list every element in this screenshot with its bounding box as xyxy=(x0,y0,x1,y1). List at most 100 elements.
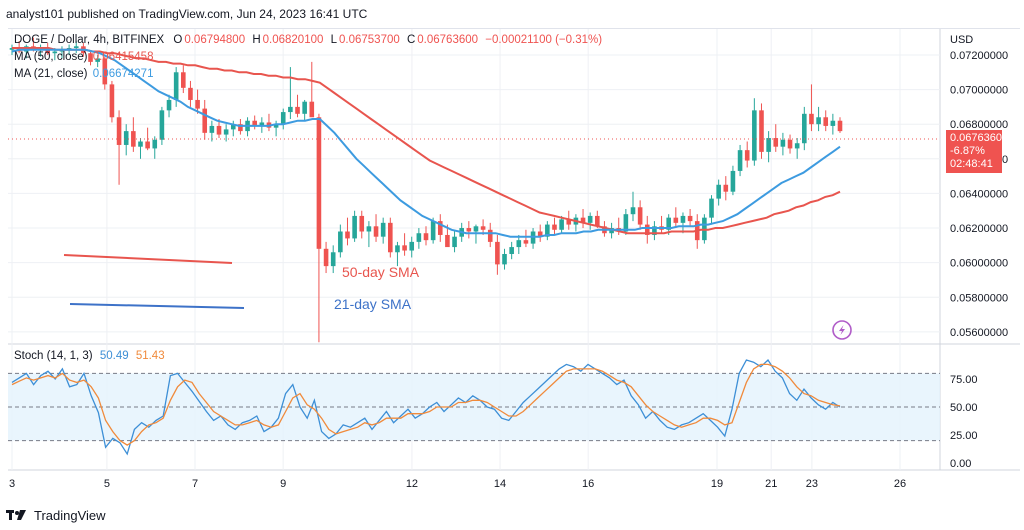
candle xyxy=(466,221,472,239)
stoch-tick-label: 25.00 xyxy=(950,430,978,442)
moving-averages xyxy=(11,47,841,238)
price-axis: 0.072000000.070000000.068000000.06600000… xyxy=(950,50,1008,339)
time-tick-label: 19 xyxy=(711,478,723,490)
chart-svg[interactable]: 0.072000000.070000000.068000000.06600000… xyxy=(8,29,1020,501)
candle xyxy=(388,217,393,258)
candle xyxy=(716,179,721,206)
candle xyxy=(380,217,386,244)
candle xyxy=(338,224,343,258)
price-tick-label: 0.06800000 xyxy=(950,119,1008,131)
candle xyxy=(637,200,643,230)
ma50-legend: MA (50, close) 0.06415458 xyxy=(14,51,153,63)
time-tick-label: 5 xyxy=(104,478,110,490)
candle xyxy=(109,80,115,123)
ma21-legend: MA (21, close) 0.06674271 xyxy=(14,68,153,80)
time-tick-label: 26 xyxy=(894,478,906,490)
stoch-d-line xyxy=(11,363,841,446)
lightning-icon[interactable] xyxy=(832,320,852,340)
candle xyxy=(423,226,429,246)
symbol-name: DOGE / Dollar, 4h, BITFINEX xyxy=(14,34,165,46)
sma50-annotation-line xyxy=(63,254,233,264)
high-label: H xyxy=(252,34,261,46)
candle xyxy=(309,61,315,118)
price-tick-label: 0.06000000 xyxy=(950,258,1008,270)
price-tick-label: 0.05600000 xyxy=(950,327,1008,339)
publish-line: analyst101 published on TradingView.com,… xyxy=(6,7,368,21)
low-value: 0.06753700 xyxy=(339,34,400,46)
ma21-value: 0.06674271 xyxy=(92,68,154,80)
candle xyxy=(737,144,743,177)
candle xyxy=(402,233,407,256)
low-label: L xyxy=(330,34,337,46)
stoch-k-value: 50.49 xyxy=(99,350,129,362)
high-value: 0.06820100 xyxy=(262,34,324,46)
stoch-tick-label: 75.00 xyxy=(950,374,978,386)
time-tick-label: 3 xyxy=(9,478,15,490)
candle xyxy=(587,212,593,230)
candle xyxy=(794,138,800,159)
candle xyxy=(623,209,629,235)
candle xyxy=(345,217,350,246)
candle xyxy=(116,110,122,185)
candles xyxy=(9,37,843,343)
sma21-annotation-line xyxy=(69,303,245,309)
stoch-k-line xyxy=(11,358,841,456)
candle xyxy=(687,209,693,227)
candle xyxy=(730,165,736,196)
candle xyxy=(580,209,586,229)
candle xyxy=(88,51,93,66)
candle xyxy=(744,141,750,168)
footer-brand[interactable]: TradingView xyxy=(34,507,106,523)
candle xyxy=(102,56,108,90)
stoch-lines xyxy=(11,358,841,456)
price-tick-label: 0.05800000 xyxy=(950,292,1008,304)
price-tick-label: 0.06400000 xyxy=(950,188,1008,200)
candle xyxy=(752,98,757,166)
candle xyxy=(280,108,286,130)
change-value: −0.00021100 (−0.31%) xyxy=(485,34,603,46)
candle xyxy=(723,176,729,201)
candle xyxy=(659,215,664,234)
candle xyxy=(773,124,779,152)
last-price: 0.06763600 xyxy=(950,132,1009,144)
candle xyxy=(145,127,150,151)
time-tick-label: 7 xyxy=(192,478,198,490)
time-tick-label: 9 xyxy=(280,478,286,490)
candle xyxy=(573,214,579,232)
candle xyxy=(202,99,208,140)
symbol-legend: DOGE / Dollar, 4h, BITFINEX O 0.06794800 … xyxy=(14,34,602,46)
candle xyxy=(73,41,79,54)
stoch-axis: 75.00 50.00 25.00 0.00 xyxy=(950,374,978,470)
candle xyxy=(830,113,836,135)
candle xyxy=(295,94,300,118)
stoch-label: Stoch (14, 1, 3) xyxy=(14,350,93,362)
candle xyxy=(188,80,193,107)
candle xyxy=(288,67,293,119)
candle xyxy=(537,224,543,242)
candle xyxy=(809,84,814,132)
time-tick-label: 16 xyxy=(582,478,594,490)
candle xyxy=(523,229,529,248)
candle xyxy=(181,65,186,94)
time-axis: 3 5 7 9 12 14 16 19 21 23 26 xyxy=(9,478,906,490)
candle xyxy=(759,103,764,159)
candle xyxy=(316,113,322,343)
candle xyxy=(252,115,257,130)
last-change-pct: -6.87% xyxy=(950,145,985,157)
last-price-tag: 0.06763600 -6.87% 02:48:41 xyxy=(946,130,1009,173)
candle xyxy=(195,89,200,114)
candle xyxy=(487,222,493,248)
candle xyxy=(495,234,500,275)
candle xyxy=(273,120,279,137)
candle xyxy=(673,207,679,229)
candle xyxy=(837,117,843,133)
candle xyxy=(152,136,158,159)
tradingview-logo-icon[interactable] xyxy=(6,508,28,522)
candle xyxy=(266,113,272,132)
sma50-annotation: 50-day SMA xyxy=(342,264,420,280)
candle xyxy=(816,106,821,132)
ma21-label: MA (21, close) xyxy=(14,68,88,80)
candle xyxy=(373,214,379,242)
candle xyxy=(502,248,507,270)
candle xyxy=(709,195,714,225)
